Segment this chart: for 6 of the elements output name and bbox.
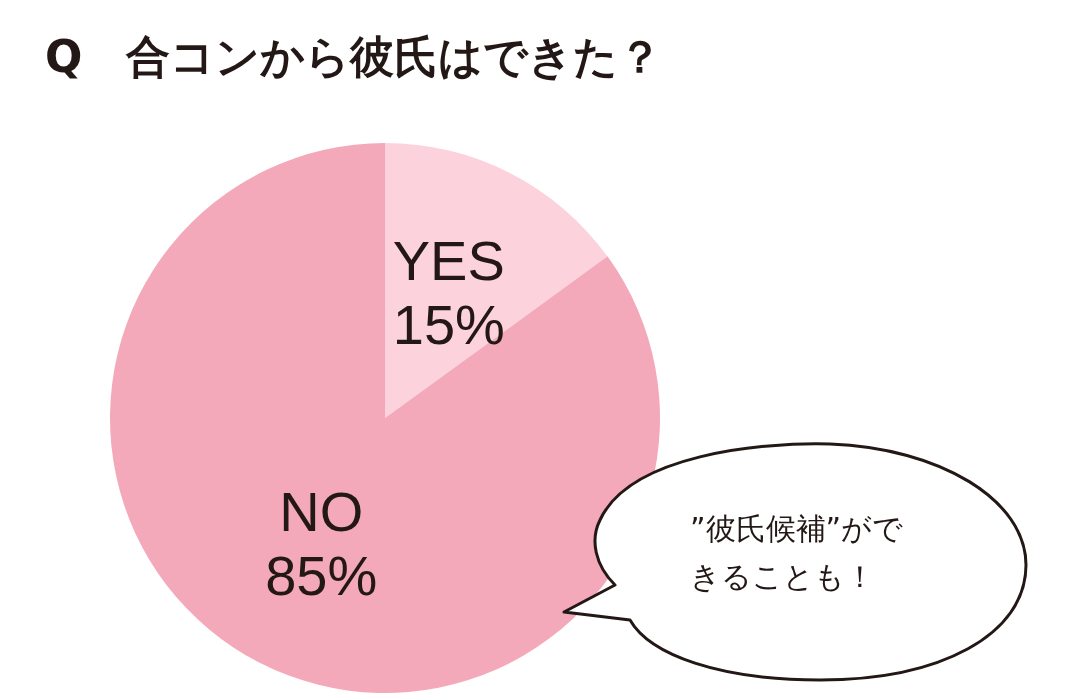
chart-title: Q 合コンから彼氏はできた？ xyxy=(45,30,663,84)
slice-label: YES xyxy=(392,229,505,293)
slice-label: NO xyxy=(279,479,364,543)
data-label: 85% xyxy=(265,543,378,607)
text: ”彼氏候補”ができることも！ xyxy=(690,510,905,596)
data-label: 15% xyxy=(392,293,505,357)
